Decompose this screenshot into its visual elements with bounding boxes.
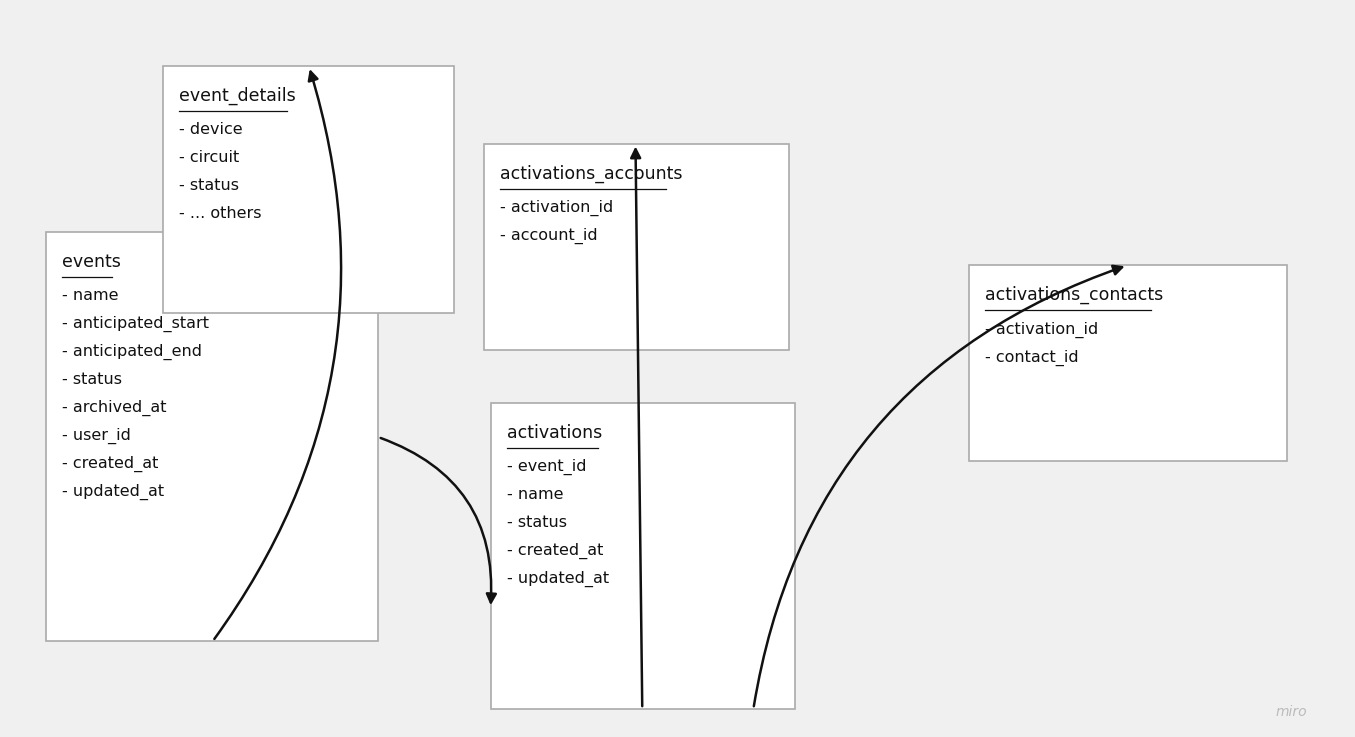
Text: - archived_at: - archived_at [62, 400, 167, 416]
Text: - activation_id: - activation_id [500, 200, 614, 216]
Text: - created_at: - created_at [62, 456, 159, 472]
Text: - contact_id: - contact_id [985, 349, 1079, 366]
Text: - status: - status [62, 372, 122, 387]
Text: - event_id: - event_id [507, 459, 587, 475]
Text: - circuit: - circuit [179, 150, 238, 165]
Text: - updated_at: - updated_at [507, 571, 608, 587]
Text: - ... others: - ... others [179, 206, 262, 221]
Text: - device: - device [179, 122, 243, 137]
Bar [969, 265, 1287, 461]
Text: - user_id: - user_id [62, 428, 131, 444]
Bar [491, 403, 795, 709]
Bar [46, 232, 378, 641]
Bar [484, 144, 789, 350]
Text: - status: - status [179, 178, 238, 193]
Text: - updated_at: - updated_at [62, 484, 164, 500]
Text: activations_contacts: activations_contacts [985, 286, 1164, 304]
Text: - name: - name [62, 288, 119, 303]
Text: miro: miro [1276, 705, 1308, 719]
Text: - created_at: - created_at [507, 543, 603, 559]
Bar [163, 66, 454, 313]
Text: - anticipated_end: - anticipated_end [62, 344, 202, 360]
Text: activations: activations [507, 424, 602, 441]
Text: - name: - name [507, 487, 564, 502]
Text: activations_accounts: activations_accounts [500, 164, 683, 183]
Text: - anticipated_start: - anticipated_start [62, 316, 209, 332]
Text: - account_id: - account_id [500, 228, 598, 244]
Text: event_details: event_details [179, 87, 295, 105]
Text: - activation_id: - activation_id [985, 321, 1099, 338]
Text: - status: - status [507, 515, 566, 530]
Text: events: events [62, 253, 121, 270]
